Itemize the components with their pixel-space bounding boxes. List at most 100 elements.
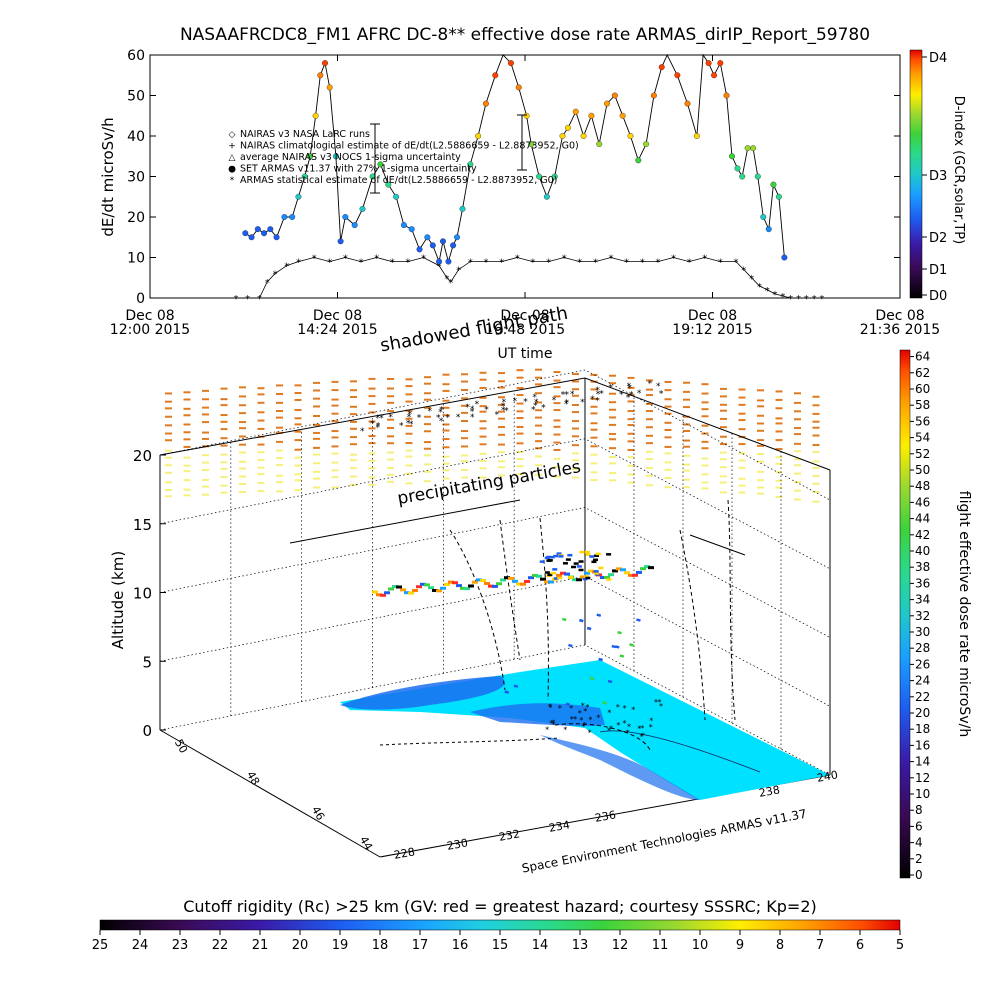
track-top-mark: * [541,404,546,414]
armas-point [536,173,543,180]
d-index-tick-label: D3 [929,169,947,184]
track-top-mark: * [531,406,536,416]
armas-point [326,84,333,91]
nairas-point: * [233,294,238,305]
descent-mark [513,684,519,688]
track-top-mark: * [439,405,444,415]
d-index-colorbar-ticks: D0 D1 D2 D3 D4 [922,51,947,304]
nairas-point: * [257,294,262,305]
track-ground-mark: * [654,698,658,707]
rigidity-tick-label: 24 [132,938,149,953]
rigidity-tick-label: 6 [856,938,864,953]
armas-point [312,112,319,119]
armas-point [424,234,431,241]
altitude-axis-label: Altitude (km) [109,551,127,649]
nairas-point: * [468,258,473,269]
legend-symbol: ◇ [229,130,236,140]
descent-mark [617,630,622,635]
timeseries-x-tick-label: 12:00 2015 [110,322,190,338]
track-top-mark: * [504,406,509,416]
armas-point [307,153,314,160]
armas-point [515,84,522,91]
track-top-mark: * [417,414,422,424]
latitude-tick-label: 48 [244,769,262,788]
armas-point [289,214,296,220]
armas-point [385,181,392,188]
nairas-point: * [312,254,317,265]
armas-point [604,100,610,107]
nairas-point: * [718,258,723,269]
nairas-point: * [456,266,461,277]
nairas-point: * [444,274,449,285]
nairas-point: * [273,270,278,281]
track-ground-mark: * [627,723,631,732]
latitude-axis-ticks: 44 46 48 50 [172,737,375,853]
altitude-axis-ticks: 0 5 10 15 20 [133,447,166,740]
track-top-mark: * [470,407,475,417]
track-ground-mark: * [588,716,592,725]
descent-mark [568,643,573,648]
uncertainty-error-bars [370,114,527,194]
armas-point [717,60,724,67]
armas-point [261,230,268,237]
track-top-mark: * [627,382,632,392]
track-top-mark: * [370,420,375,430]
track-top-mark: * [438,408,443,418]
dose-tick-label: 42 [915,528,930,542]
altitude-tick-label: 0 [142,722,152,740]
dose-tick-label: 32 [915,609,930,623]
armas-point [627,133,634,139]
nairas-point: * [593,258,598,269]
armas-point [322,60,328,67]
armas-point [739,173,746,180]
armas-point [359,205,366,212]
armas-point [658,64,665,71]
track-top-mark: * [648,380,653,390]
track-top-mark: * [533,401,538,411]
nairas-point: * [562,254,567,265]
dose-tick-label: 44 [915,512,930,526]
track-ground-mark: * [583,721,587,730]
rigidity-tick-label: 25 [92,938,109,953]
dose-tick-label: 50 [915,463,930,477]
armas-point [507,60,514,67]
track-ground-mark: * [579,716,583,725]
flight-3d-panel: ****** ** *********** ** ***** ****** ********… [109,303,972,882]
timeseries-x-tick-label: 21:36 2015 [860,322,940,338]
track-top-mark: * [375,424,380,434]
nairas-point: * [448,278,453,289]
armas-point [723,92,730,99]
armas-point [684,100,691,107]
armas-point [705,60,712,67]
track-ground-mark: * [545,726,549,735]
dose-tick-label: 38 [915,560,930,574]
rigidity-tick-label: 21 [252,938,269,953]
track-top-mark: * [501,406,506,416]
track-ground-mark: * [657,698,661,707]
armas-point [273,234,280,241]
dose-tick-label: 60 [915,382,930,396]
armas-point [416,246,423,253]
dose-tick-label: 20 [915,706,930,720]
longitude-tick-label: 228 [393,845,416,861]
d-index-colorbar-label: D-index (GCR,solar,TP) [951,96,966,244]
flight-path-shadow [449,499,736,751]
rigidity-tick-label: 9 [736,938,744,953]
d-index-tick-label: D0 [929,289,947,304]
armas-point [248,234,255,241]
latitude-tick-label: 50 [172,737,190,756]
descent-mark [561,617,567,622]
nairas-point: * [515,254,520,265]
nairas-point: * [390,258,395,269]
rigidity-tick-label: 23 [172,938,189,953]
nairas-point: * [733,258,738,269]
track-top-mark: * [595,386,600,396]
legend-entry: NAIRAS climatological estimate of dE/dt(… [240,141,579,152]
nairas-point: * [577,258,582,269]
d-index-tick-label: D2 [929,231,947,246]
armas-point [254,226,261,233]
nairas-point: * [405,258,410,269]
track-ground-mark: * [569,704,573,713]
